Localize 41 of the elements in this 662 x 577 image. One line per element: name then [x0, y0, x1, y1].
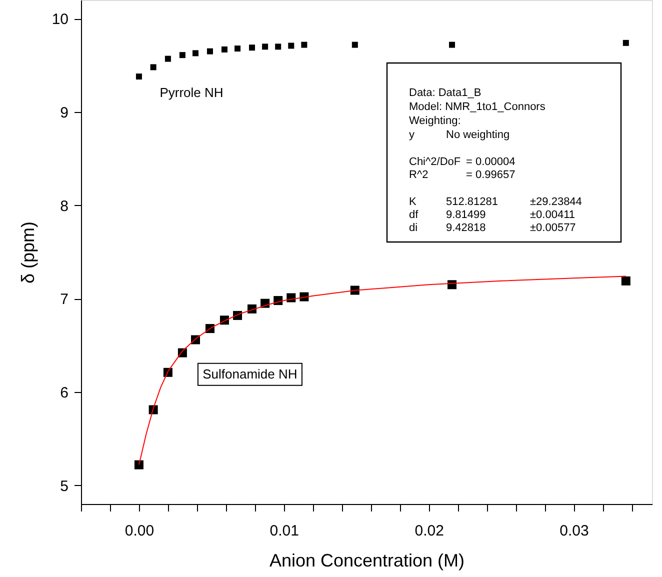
text: y No weighting [409, 129, 510, 141]
x-tick-label: 0.01 [270, 522, 299, 540]
annotation: Chi^2/DoF = 0.00004 [409, 156, 516, 168]
annotation: Weighting: [409, 115, 461, 127]
point [234, 46, 241, 52]
point [262, 44, 268, 50]
x-tick-label: 0.02 [414, 522, 444, 540]
x-tick-label: 0.00 [124, 522, 154, 540]
text: R^2 = 0.99657 [409, 169, 516, 181]
x-axis-title: Anion Concentration (M) [269, 550, 465, 570]
point [275, 44, 282, 50]
text: di 9.42818 ±0.00577 [409, 222, 576, 234]
point [164, 56, 171, 62]
point [249, 44, 256, 51]
series-label: Sulfonamide NH [202, 366, 298, 382]
text: df 9.81499 ±0.00411 [409, 209, 575, 221]
x-tick-label: 0.03 [560, 522, 589, 540]
point [288, 42, 294, 49]
y-tick-label: 7 [60, 291, 68, 308]
point [622, 40, 629, 46]
point [179, 52, 186, 58]
y-axis-title: δ (ppm) [18, 221, 38, 284]
y-tick-label: 9 [60, 104, 68, 122]
point [206, 48, 213, 54]
y-tick-label: 5 [60, 478, 68, 495]
point [134, 460, 144, 470]
text: K 512.81281 ±29.23844 [409, 196, 582, 208]
y-tick-label: 8 [60, 198, 68, 215]
annotation: Data: Data1_B [409, 87, 482, 99]
series-label: Pyrrole NH [160, 85, 224, 100]
point [352, 42, 358, 48]
point [301, 42, 308, 48]
point [150, 64, 156, 70]
y-tick-label: 6 [60, 384, 68, 402]
annotation: Model: NMR_1to1_Connors [409, 101, 546, 113]
point [221, 46, 228, 52]
point [449, 42, 456, 48]
point [621, 276, 630, 286]
y-tick-label: 10 [52, 11, 68, 28]
point [192, 50, 198, 56]
point [136, 74, 142, 80]
